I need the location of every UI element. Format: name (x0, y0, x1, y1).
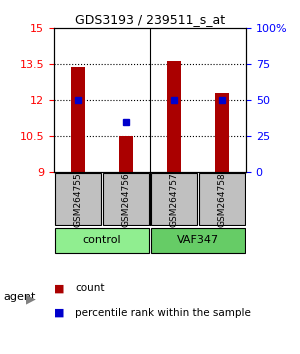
FancyBboxPatch shape (55, 173, 101, 225)
Title: GDS3193 / 239511_s_at: GDS3193 / 239511_s_at (75, 13, 225, 26)
Text: control: control (83, 235, 121, 245)
Text: GSM264757: GSM264757 (169, 172, 178, 227)
Text: ■: ■ (54, 283, 64, 293)
Text: VAF347: VAF347 (177, 235, 219, 245)
Text: count: count (75, 283, 104, 293)
Bar (215, 93, 229, 172)
Text: GSM264758: GSM264758 (218, 172, 226, 227)
Text: GSM264756: GSM264756 (122, 172, 130, 227)
FancyBboxPatch shape (199, 173, 245, 225)
Bar (119, 136, 133, 172)
Bar (71, 67, 85, 172)
Text: ▶: ▶ (26, 292, 35, 305)
Text: ■: ■ (54, 308, 64, 318)
Text: GSM264755: GSM264755 (74, 172, 82, 227)
Bar (167, 61, 181, 172)
FancyBboxPatch shape (55, 228, 149, 253)
FancyBboxPatch shape (151, 173, 197, 225)
FancyBboxPatch shape (151, 228, 245, 253)
Text: percentile rank within the sample: percentile rank within the sample (75, 308, 251, 318)
FancyBboxPatch shape (103, 173, 149, 225)
Text: agent: agent (3, 292, 35, 302)
